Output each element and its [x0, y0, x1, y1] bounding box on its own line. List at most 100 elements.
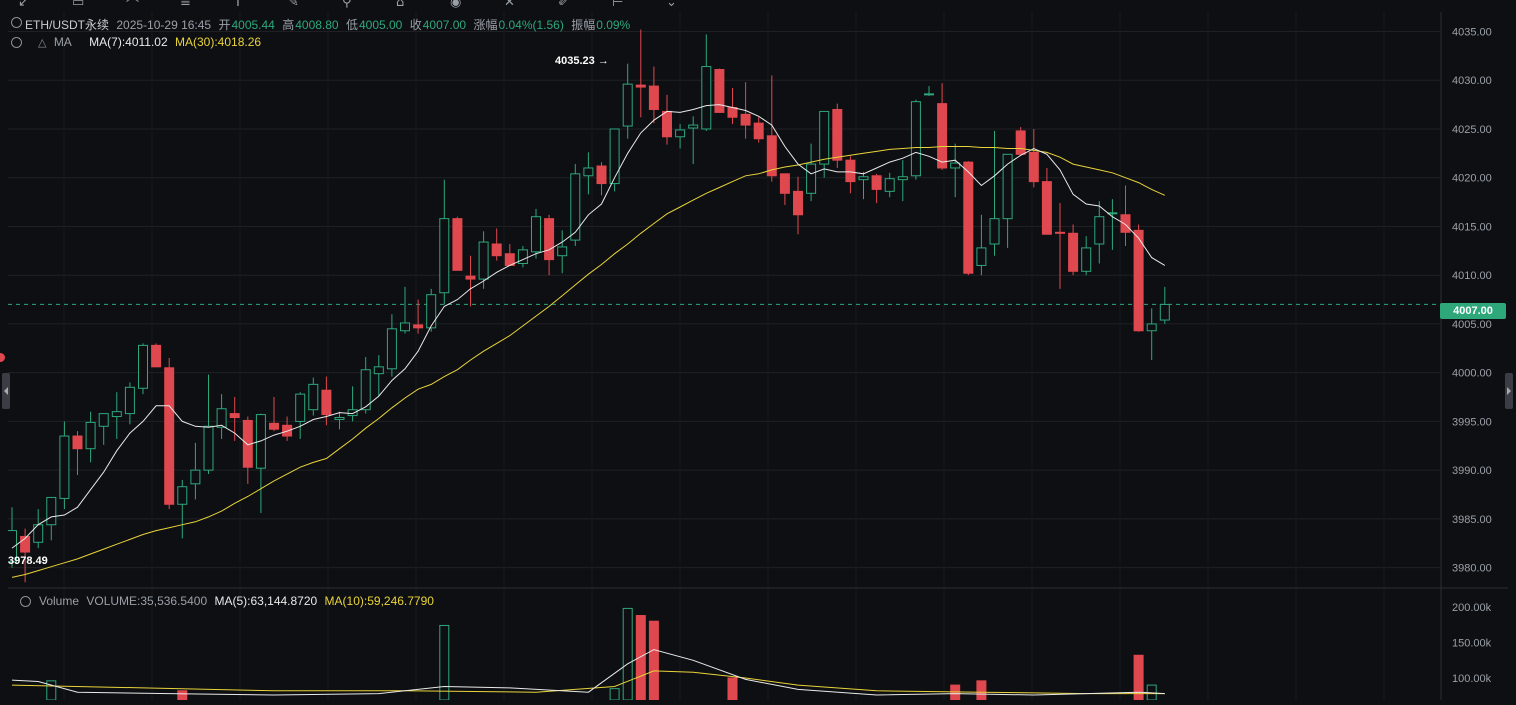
candle-body [753, 122, 764, 140]
candle-body [517, 249, 528, 264]
collapse-ma-icon[interactable] [11, 37, 22, 48]
measure-icon[interactable]: ✎ [288, 0, 299, 10]
close-value: 4007.00 [422, 18, 467, 32]
candle-body [557, 246, 568, 257]
candle-body [190, 469, 201, 485]
y-tick-label: 4025.00 [1452, 124, 1492, 136]
candle-body [334, 417, 345, 420]
candle-body [1120, 214, 1131, 233]
y-tick-label: 3980.00 [1452, 563, 1492, 575]
brush-icon[interactable]: ✐ [558, 0, 569, 10]
candle-body [124, 386, 135, 415]
bell-icon[interactable]: △ [38, 36, 47, 49]
candle-body [308, 383, 319, 411]
y-tick-label: 4005.00 [1452, 319, 1492, 331]
y-tick-label: 3995.00 [1452, 416, 1492, 428]
candle-body [177, 486, 188, 505]
eye-icon[interactable]: ◉ [450, 0, 462, 10]
candle-body [1002, 153, 1013, 220]
candle-body [675, 129, 686, 138]
volume-bar [648, 620, 659, 701]
lock-icon[interactable]: ⌂ [396, 0, 405, 10]
candle-body [1159, 303, 1170, 321]
chevron-icon[interactable]: ⌄ [666, 0, 677, 10]
magnet-icon[interactable]: ⚲ [342, 0, 352, 10]
collapse-icon[interactable] [11, 17, 22, 28]
y-tick-label: 4020.00 [1452, 173, 1492, 185]
y-tick-label: 3990.00 [1452, 465, 1492, 477]
candle-body [229, 413, 240, 419]
candle-body [347, 409, 358, 417]
y-tick-label: 4015.00 [1452, 221, 1492, 233]
collapse-volume-icon[interactable] [20, 596, 31, 607]
text-icon[interactable]: T [234, 0, 242, 10]
volume-bar [609, 688, 620, 701]
candle-body [269, 422, 279, 430]
candle-body [871, 175, 882, 190]
candle-body [648, 85, 659, 110]
candle-body [321, 389, 332, 416]
candle-body [806, 163, 817, 194]
alert-dot-icon[interactable] [0, 353, 5, 362]
y-tick-label: 4010.00 [1452, 270, 1492, 282]
volume-tick-label: 150.00k [1452, 638, 1492, 650]
chart-svg: 3980.00 3985.00 3990.00 3995.00 4000.00 4005.… [7, 12, 1508, 701]
volume-bar [727, 677, 738, 701]
candle-body [622, 83, 633, 127]
candle-body [1133, 229, 1144, 332]
volume-ma10-line [11, 670, 1165, 695]
ruler-icon[interactable]: ⊢ [612, 0, 624, 10]
candle-body [596, 165, 607, 185]
volume-value: VOLUME:35,536.5400 [86, 594, 208, 608]
candle-body [151, 344, 162, 368]
trash-icon[interactable]: ✕ [504, 0, 515, 10]
candle-body [72, 435, 83, 450]
y-tick-label: 3985.00 [1452, 514, 1492, 526]
datetime-label: 2025-10-29 16:45 [116, 18, 212, 32]
candle-body [766, 135, 777, 177]
volume-tick-label: 200.00k [1452, 602, 1492, 614]
candle-body [59, 435, 70, 499]
open-value: 4005.44 [231, 18, 275, 32]
change-value: 0.04%(1.56) [498, 18, 564, 32]
candle-body [701, 66, 712, 130]
current-price-tag: 4007.00 [1440, 303, 1506, 319]
candle-body [111, 411, 122, 418]
close-label: 收 [409, 18, 422, 32]
high-marker: 4035.23 → [555, 55, 609, 67]
ma7-value: MA(7):4011.02 [89, 35, 168, 49]
candle-body [491, 243, 502, 257]
open-label: 开 [218, 18, 231, 32]
candle-body [1041, 181, 1052, 235]
right-scroll-handle[interactable] [1505, 373, 1513, 409]
cursor-icon[interactable]: ↙ [18, 0, 29, 10]
ma-legend: △ MA MA(7):4011.02 MA(30):4018.26 [38, 35, 265, 49]
left-scroll-handle[interactable] [2, 373, 10, 409]
volume-ma5-line [11, 649, 1165, 696]
candle-body [20, 535, 31, 553]
amplitude-value: 0.09% [596, 18, 631, 32]
candle-body [662, 110, 672, 138]
candle-body [897, 176, 908, 181]
volume-bar [976, 680, 987, 701]
candle-body [924, 93, 934, 96]
candle-body [950, 162, 961, 169]
chart-frame: 3980.00 3985.00 3990.00 3995.00 4000.00 4005.… [7, 12, 1508, 701]
ma30-line [11, 146, 1166, 578]
candle-body [989, 218, 1000, 245]
volume-bar [635, 615, 646, 701]
line-icon[interactable]: ▭ [72, 0, 85, 10]
candle-body [570, 173, 581, 241]
fib-icon[interactable]: ≡ [180, 0, 191, 10]
candle-body [819, 110, 830, 165]
y-tick-label: 4000.00 [1452, 368, 1492, 380]
candle-body [138, 344, 148, 389]
candle-body [413, 324, 424, 329]
ma7-line [11, 104, 1166, 549]
candle-body [845, 159, 856, 183]
ma30-value: MA(30):4018.26 [175, 35, 262, 49]
candle-body [203, 425, 214, 471]
candle-body [216, 408, 227, 428]
ray-icon[interactable]: ⌒ [126, 0, 140, 14]
candle-body [740, 113, 751, 126]
